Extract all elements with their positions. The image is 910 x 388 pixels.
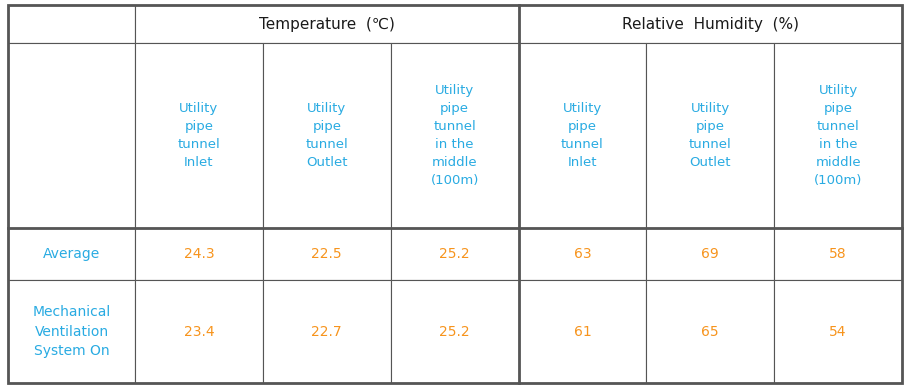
Text: Relative  Humidity  (%): Relative Humidity (%) [622,17,799,31]
Text: 25.2: 25.2 [440,324,470,338]
Text: Temperature  (℃): Temperature (℃) [258,17,395,31]
Text: 25.2: 25.2 [440,247,470,261]
Text: 22.5: 22.5 [311,247,342,261]
Bar [646,228,774,280]
Bar [519,228,646,280]
Bar [774,43,902,228]
Bar [135,228,263,280]
Bar [8,280,135,383]
Bar [390,280,519,383]
Bar [774,228,902,280]
Text: Utility
pipe
tunnel
Outlet: Utility pipe tunnel Outlet [689,102,732,169]
Text: Utility
pipe
tunnel
Inlet: Utility pipe tunnel Inlet [561,102,604,169]
Bar [8,43,135,228]
Text: Utility
pipe
tunnel
in the
middle
(100m): Utility pipe tunnel in the middle (100m) [814,84,863,187]
Text: 54: 54 [829,324,847,338]
Bar [646,43,774,228]
Bar [263,228,390,280]
Text: 22.7: 22.7 [311,324,342,338]
Text: Utility
pipe
tunnel
in the
middle
(100m): Utility pipe tunnel in the middle (100m) [430,84,479,187]
Bar [646,280,774,383]
Bar [519,43,646,228]
Bar [8,228,135,280]
Text: 65: 65 [702,324,719,338]
Bar [135,280,263,383]
Bar [135,43,263,228]
Text: 63: 63 [573,247,592,261]
Text: 61: 61 [573,324,592,338]
Bar [8,5,135,43]
Text: 69: 69 [702,247,719,261]
Bar [519,5,902,43]
Text: Utility
pipe
tunnel
Outlet: Utility pipe tunnel Outlet [306,102,349,169]
Bar [135,5,519,43]
Text: Utility
pipe
tunnel
Inlet: Utility pipe tunnel Inlet [177,102,220,169]
Text: Average: Average [43,247,100,261]
Bar [390,228,519,280]
Text: 23.4: 23.4 [184,324,214,338]
Bar [519,280,646,383]
Text: Mechanical
Ventilation
System On: Mechanical Ventilation System On [33,305,111,358]
Bar [263,280,390,383]
Text: 58: 58 [829,247,847,261]
Bar [774,280,902,383]
Text: 24.3: 24.3 [184,247,214,261]
Bar [263,43,390,228]
Bar [390,43,519,228]
